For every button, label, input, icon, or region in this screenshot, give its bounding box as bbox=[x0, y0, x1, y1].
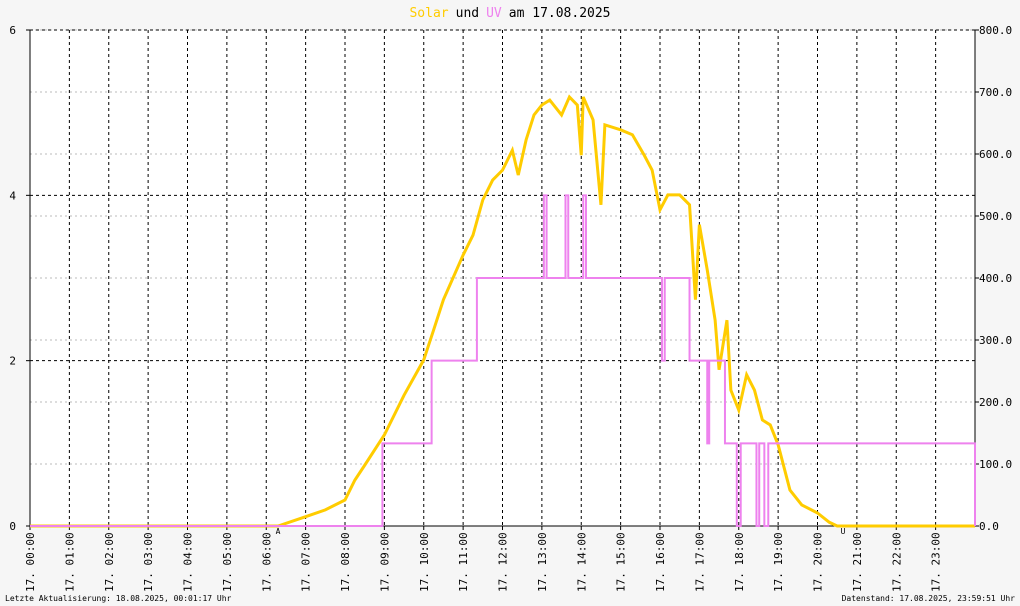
x-tick-label: 17. 12:00 bbox=[497, 532, 510, 592]
annotation: U bbox=[841, 527, 846, 536]
x-tick-label: 17. 20:00 bbox=[812, 532, 825, 592]
x-tick-label: 17. 13:00 bbox=[536, 532, 549, 592]
y2-tick-label: 400.0 bbox=[979, 272, 1012, 285]
y2-tick-label: 200.0 bbox=[979, 396, 1012, 409]
x-tick-label: 17. 22:00 bbox=[890, 532, 903, 592]
x-tick-label: 17. 23:00 bbox=[930, 532, 943, 592]
footer-right: Datenstand: 17.08.2025, 23:59:51 Uhr bbox=[842, 594, 1016, 603]
x-tick-label: 17. 01:00 bbox=[63, 532, 76, 592]
y-tick-label: 4 bbox=[9, 189, 16, 202]
x-tick-label: 17. 05:00 bbox=[221, 532, 234, 592]
x-tick-label: 17. 21:00 bbox=[851, 532, 864, 592]
y2-tick-label: 800.0 bbox=[979, 24, 1012, 37]
x-tick-label: 17. 18:00 bbox=[733, 532, 746, 592]
y2-tick-label: 0.0 bbox=[979, 520, 999, 533]
x-tick-label: 17. 06:00 bbox=[260, 532, 273, 592]
y2-tick-label: 100.0 bbox=[979, 458, 1012, 471]
x-tick-label: 17. 09:00 bbox=[378, 532, 391, 592]
chart-title: Solar und UV am 17.08.2025 bbox=[409, 6, 610, 21]
x-tick-label: 17. 16:00 bbox=[654, 532, 667, 592]
series-line bbox=[30, 94, 975, 528]
y2-tick-label: 500.0 bbox=[979, 210, 1012, 223]
y2-tick-label: 600.0 bbox=[979, 148, 1012, 161]
footer-left: Letzte Aktualisierung: 18.08.2025, 00:01… bbox=[5, 594, 232, 603]
x-tick-label: 17. 17:00 bbox=[693, 532, 706, 592]
y2-tick-label: 700.0 bbox=[979, 86, 1012, 99]
y-tick-label: 0 bbox=[9, 520, 16, 533]
title-part: Solar bbox=[409, 6, 448, 21]
title-part: am 17.08.2025 bbox=[509, 6, 611, 21]
x-tick-label: 17. 02:00 bbox=[103, 532, 116, 592]
x-tick-label: 17. 03:00 bbox=[142, 532, 155, 592]
x-tick-label: 17. 10:00 bbox=[418, 532, 431, 592]
title-part: UV bbox=[486, 6, 502, 21]
x-tick-label: 17. 07:00 bbox=[300, 532, 313, 592]
annotation: A bbox=[276, 527, 281, 536]
y2-tick-label: 300.0 bbox=[979, 334, 1012, 347]
x-tick-label: 17. 08:00 bbox=[339, 532, 352, 592]
x-tick-label: 17. 19:00 bbox=[772, 532, 785, 592]
y-tick-label: 2 bbox=[9, 355, 16, 368]
x-tick-label: 17. 11:00 bbox=[457, 532, 470, 592]
x-tick-label: 17. 14:00 bbox=[575, 532, 588, 592]
x-tick-label: 17. 04:00 bbox=[182, 532, 195, 592]
series-line bbox=[30, 194, 976, 527]
y-tick-label: 6 bbox=[9, 24, 16, 37]
x-tick-label: 17. 00:00 bbox=[24, 532, 37, 592]
title-part: und bbox=[456, 6, 479, 21]
x-tick-label: 17. 15:00 bbox=[615, 532, 628, 592]
